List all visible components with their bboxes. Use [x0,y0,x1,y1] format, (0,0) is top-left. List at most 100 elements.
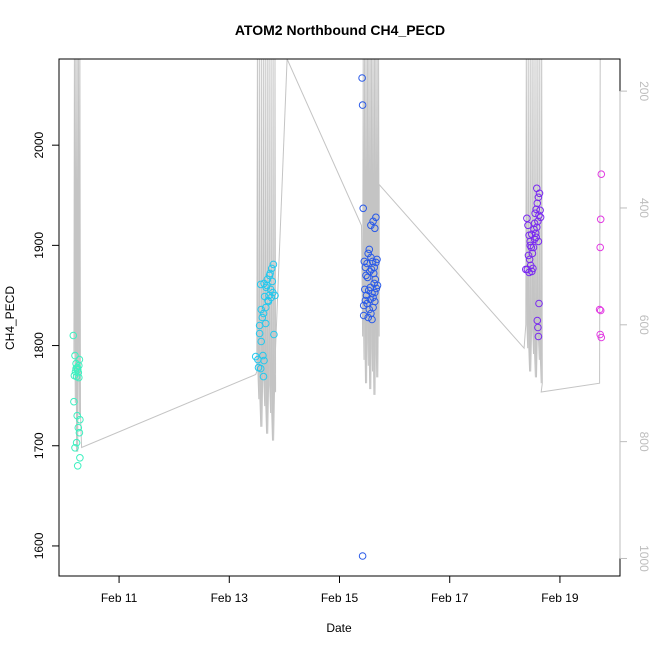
series-feb19 [595,170,606,342]
y-axis: 1600 1700 1800 1900 2000 [32,131,60,559]
data-point [597,333,606,342]
series-feb13 [251,260,279,381]
data-point [524,221,532,230]
data-point [533,184,541,193]
data-point [596,306,605,315]
data-point [597,170,606,178]
data-point [534,193,543,202]
data-point [263,281,271,290]
data-point [362,271,370,280]
data-point [365,305,374,314]
data-point [75,373,83,382]
data-point [73,411,81,420]
data-point [256,364,265,373]
data-point [535,299,543,308]
y-tick-label: 1900 [32,232,46,259]
data-point [364,313,373,322]
data-point [259,372,268,381]
data-point [368,315,376,324]
data-point [263,275,272,284]
data-point [74,423,83,432]
data-point [75,428,84,437]
altitude-tick-label: 200 [637,81,650,101]
data-point [530,225,538,234]
data-point [364,249,373,258]
x-tick-label: Feb 11 [101,591,138,605]
data-point [70,397,78,406]
data-point [261,303,270,312]
data-point [71,444,79,452]
y-axis-label: CH4_PECD [3,286,17,350]
data-point [257,305,266,314]
y-tick-label: 1700 [32,432,46,459]
data-point [522,265,530,274]
data-point [529,264,537,273]
data-point [358,101,367,109]
data-point [259,351,267,360]
data-point [359,311,368,320]
altitude-axis: 200 400 600 800 1000 [619,81,650,572]
data-point [269,260,278,269]
data-point [268,277,277,286]
altitude-profile-lines [73,59,601,452]
data-point [73,462,82,470]
data-point [76,415,84,424]
data-point [255,329,264,338]
data-point [366,295,375,304]
x-tick-label: Feb 19 [541,591,579,605]
data-point [371,224,379,233]
data-point [260,356,268,365]
data-point [75,361,83,370]
data-point [76,454,84,462]
data-point [267,293,276,302]
data-point [271,291,279,300]
data-point [270,330,278,339]
data-point [367,265,376,274]
data-point [523,214,531,223]
data-point [258,313,267,322]
x-axis: Feb 11 Feb 13 Feb 15 Feb 17 Feb 19 [101,575,579,605]
data-point [71,351,79,360]
data-point [266,269,274,278]
data-point [358,74,366,82]
data-point [73,365,82,374]
data-point [534,332,543,341]
y-tick-label: 1800 [32,332,46,359]
data-point [75,355,84,364]
y-tick-label: 1600 [32,532,46,559]
data-point [596,243,605,252]
x-tick-label: Feb 17 [431,591,469,605]
data-point [534,323,542,332]
data-point [69,331,78,340]
data-point [72,438,81,447]
data-point [371,297,379,306]
data-point [373,281,382,290]
data-point [267,264,276,273]
data-point [358,552,367,560]
x-axis-label: Date [326,621,352,635]
data-point [373,255,381,264]
data-point [534,237,543,246]
data-point [371,288,379,297]
data-point [536,213,545,222]
data-points [69,74,606,560]
chart-title: ATOM2 Northbound CH4_PECD [235,22,445,38]
x-tick-label: Feb 13 [211,591,249,605]
series-feb18 [522,184,545,341]
data-point [372,213,380,222]
x-tick-label: Feb 15 [321,591,359,605]
series-feb10 [69,331,84,470]
data-point [596,215,605,224]
y-tick-label: 2000 [32,131,46,158]
data-point [257,337,266,346]
data-point [366,267,374,276]
data-point [528,230,536,239]
data-point [359,204,368,213]
data-point [524,251,533,260]
series-feb15 [358,74,382,560]
altitude-tick-label: 600 [637,315,650,335]
data-point [595,305,604,314]
altitude-tick-label: 400 [637,198,650,218]
